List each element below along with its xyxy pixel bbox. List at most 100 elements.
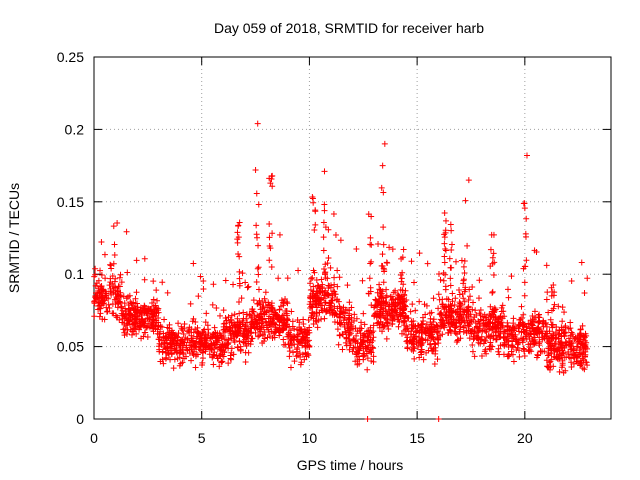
data-point: [249, 321, 256, 328]
data-point: [262, 318, 269, 325]
data-point: [418, 335, 425, 342]
data-point: [422, 311, 429, 318]
data-point: [397, 313, 404, 320]
data-point: [483, 314, 490, 321]
data-point: [341, 315, 348, 322]
data-point: [201, 340, 208, 347]
data-point: [530, 341, 537, 348]
data-point: [532, 314, 539, 321]
data-point: [301, 333, 308, 340]
data-point: [202, 331, 209, 338]
data-point: [322, 275, 329, 282]
data-point: [125, 302, 132, 309]
data-point: [328, 297, 335, 304]
data-point: [339, 346, 346, 353]
data-point: [335, 341, 342, 348]
data-point: [133, 257, 140, 264]
y-tick-label: 0.2: [65, 121, 85, 137]
data-point: [232, 328, 239, 335]
data-point: [181, 355, 188, 362]
data-points: [91, 120, 591, 422]
data-point: [542, 320, 549, 327]
data-point: [266, 220, 273, 227]
data-point: [200, 328, 207, 335]
data-point: [210, 281, 217, 288]
data-point: [184, 347, 191, 354]
data-point: [434, 322, 441, 329]
data-point: [412, 307, 419, 314]
data-point: [255, 333, 262, 340]
data-point: [356, 347, 363, 354]
data-point: [435, 291, 442, 298]
y-tick-label: 0.05: [57, 339, 84, 355]
data-point: [309, 195, 316, 202]
data-point: [255, 286, 262, 293]
data-point: [439, 296, 446, 303]
data-point: [549, 321, 556, 328]
data-point: [340, 304, 347, 311]
data-point: [235, 222, 242, 229]
data-point: [223, 323, 230, 330]
data-point: [124, 269, 131, 276]
data-point: [334, 267, 341, 274]
data-point: [392, 287, 399, 294]
data-point: [463, 327, 470, 334]
data-point: [434, 356, 441, 363]
data-point: [184, 328, 191, 335]
data-point: [515, 323, 522, 330]
data-point: [161, 344, 167, 350]
data-point: [254, 120, 261, 127]
data-point: [240, 327, 247, 334]
data-point: [126, 292, 133, 299]
data-point: [521, 205, 528, 212]
data-point: [175, 320, 182, 327]
data-point: [268, 264, 275, 271]
data-point: [409, 301, 416, 308]
data-point: [97, 300, 104, 307]
data-point: [389, 246, 396, 253]
x-tick-label: 5: [198, 430, 206, 446]
data-point: [336, 320, 343, 327]
data-point: [400, 246, 407, 253]
data-point: [289, 318, 296, 325]
data-point: [192, 343, 199, 350]
data-point: [520, 326, 527, 333]
data-point: [401, 327, 408, 334]
data-point: [228, 345, 235, 352]
data-point: [411, 345, 418, 352]
data-point: [353, 315, 360, 322]
data-point: [469, 306, 476, 313]
data-point: [177, 360, 184, 367]
data-point: [350, 344, 357, 351]
data-point: [511, 333, 518, 340]
data-point: [195, 293, 202, 300]
data-point: [461, 298, 468, 305]
data-point: [334, 283, 341, 290]
data-point: [107, 261, 114, 268]
data-point: [376, 286, 383, 293]
data-point: [228, 356, 235, 363]
data-point: [485, 333, 492, 340]
data-point: [139, 318, 146, 325]
data-point: [512, 331, 519, 338]
data-point: [497, 320, 504, 327]
data-point: [505, 337, 512, 344]
data-point: [454, 311, 461, 318]
data-point: [437, 276, 444, 283]
data-point: [467, 328, 474, 335]
y-tick-label: 0.1: [65, 266, 85, 282]
data-point: [442, 227, 449, 234]
data-point: [490, 272, 497, 279]
data-point: [558, 364, 565, 371]
data-point: [243, 327, 250, 334]
data-point: [312, 208, 319, 215]
data-point: [188, 342, 195, 349]
data-point: [114, 291, 121, 298]
data-point: [162, 349, 169, 356]
data-point: [311, 227, 318, 234]
data-point: [574, 343, 581, 350]
data-point: [520, 335, 527, 342]
data-point: [155, 322, 162, 329]
data-point: [142, 329, 149, 336]
data-point: [186, 324, 193, 331]
